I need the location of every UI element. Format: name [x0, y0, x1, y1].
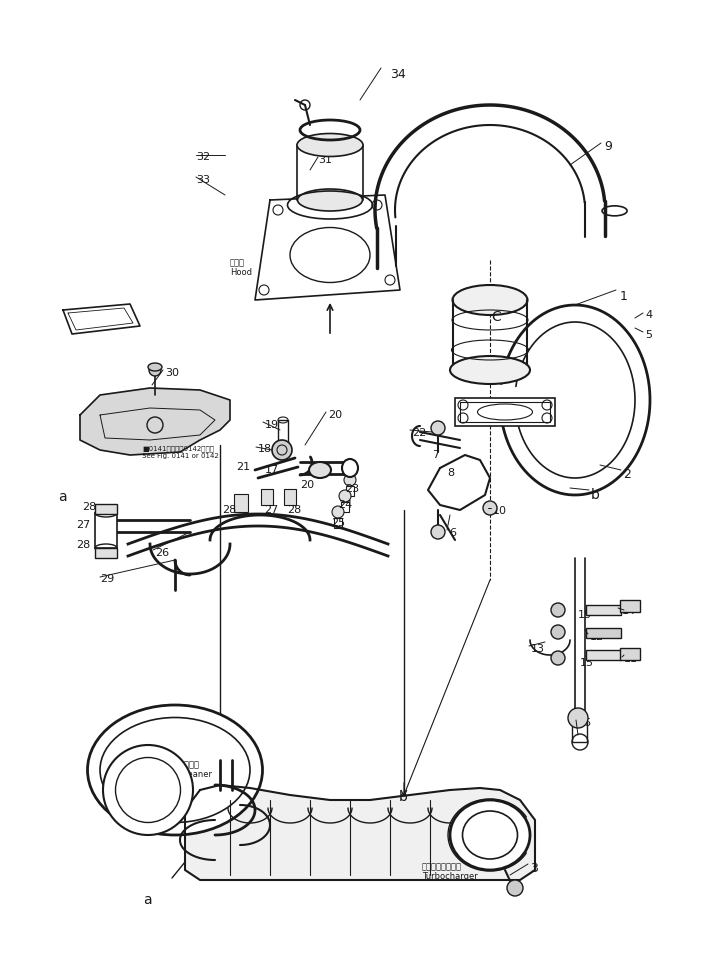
Circle shape [551, 651, 565, 665]
Ellipse shape [116, 758, 181, 822]
Circle shape [332, 506, 344, 518]
Text: 12: 12 [590, 632, 604, 642]
Ellipse shape [450, 356, 530, 384]
Text: 23: 23 [345, 484, 359, 494]
Circle shape [431, 421, 445, 435]
Text: 27: 27 [264, 505, 278, 515]
Text: 17: 17 [265, 465, 279, 475]
Ellipse shape [88, 705, 263, 835]
Bar [455, 398, 555, 426]
Text: 2: 2 [623, 468, 631, 481]
Text: 18: 18 [258, 444, 272, 454]
Ellipse shape [100, 717, 250, 822]
Ellipse shape [297, 134, 363, 157]
Bar [572, 722, 587, 742]
Bar [261, 489, 273, 505]
Text: 22: 22 [412, 428, 426, 438]
Text: 11: 11 [624, 654, 638, 664]
Text: フード
Hood: フード Hood [230, 258, 252, 277]
Bar [284, 489, 296, 505]
Circle shape [568, 708, 588, 728]
Text: FWD: FWD [75, 313, 107, 326]
Ellipse shape [450, 800, 530, 870]
Circle shape [507, 880, 523, 896]
Text: 20: 20 [328, 410, 342, 420]
Polygon shape [80, 388, 230, 455]
Text: 19: 19 [265, 420, 279, 430]
Ellipse shape [103, 745, 193, 835]
Text: 7: 7 [432, 450, 439, 460]
Text: b: b [399, 790, 408, 804]
Bar [334, 518, 342, 528]
Bar [95, 504, 117, 514]
Circle shape [339, 490, 351, 502]
Ellipse shape [148, 363, 162, 371]
Text: a: a [143, 893, 152, 907]
Text: 34: 34 [390, 68, 406, 81]
Text: 6: 6 [449, 528, 456, 538]
Bar [586, 650, 621, 660]
Text: ■0141図または0142図参照
See Fig. 0141 or 0142: ■0141図または0142図参照 See Fig. 0141 or 0142 [142, 445, 219, 458]
Ellipse shape [309, 462, 331, 478]
Text: 20: 20 [300, 480, 314, 490]
Bar [341, 502, 349, 512]
Text: a: a [58, 490, 66, 504]
Circle shape [551, 625, 565, 639]
Bar [346, 486, 354, 496]
Text: 14: 14 [622, 606, 636, 616]
Text: 24: 24 [338, 500, 352, 510]
Bar [620, 600, 640, 612]
Text: 33: 33 [196, 175, 210, 185]
Text: 8: 8 [447, 468, 454, 478]
Text: 15: 15 [578, 610, 592, 620]
Circle shape [431, 525, 445, 539]
Text: 27: 27 [76, 520, 90, 530]
Text: 3: 3 [530, 862, 538, 875]
Text: 26: 26 [155, 548, 169, 558]
Text: 16: 16 [578, 718, 592, 728]
Text: C: C [491, 310, 501, 324]
Text: 28: 28 [222, 505, 237, 515]
Text: 13: 13 [531, 644, 545, 654]
Bar [460, 402, 550, 422]
Bar [586, 605, 621, 615]
Text: ターボチャージャ
Turbocharger: ターボチャージャ Turbocharger [422, 862, 478, 881]
Circle shape [551, 603, 565, 617]
Text: 5: 5 [645, 330, 652, 340]
Ellipse shape [297, 189, 362, 211]
Circle shape [272, 440, 292, 460]
Bar [620, 648, 640, 660]
Text: b: b [591, 488, 600, 502]
Circle shape [483, 501, 497, 515]
Text: 32: 32 [196, 152, 210, 162]
Text: 28: 28 [287, 505, 301, 515]
Text: 9: 9 [604, 140, 612, 153]
Text: 10: 10 [493, 506, 507, 516]
Text: 25: 25 [331, 518, 345, 528]
Ellipse shape [453, 285, 527, 315]
Polygon shape [63, 304, 140, 334]
Text: 21: 21 [236, 462, 250, 472]
Polygon shape [185, 785, 535, 880]
Ellipse shape [462, 811, 517, 859]
Text: 31: 31 [318, 155, 332, 165]
Ellipse shape [342, 459, 358, 477]
Text: エアークリーナ
Air Cleaner: エアークリーナ Air Cleaner [165, 760, 212, 779]
Text: 28: 28 [82, 502, 96, 512]
Text: 15: 15 [580, 658, 594, 668]
Bar [234, 494, 248, 512]
Text: 4: 4 [645, 310, 652, 320]
Bar [278, 420, 288, 445]
Text: 29: 29 [100, 574, 114, 584]
Text: 30: 30 [165, 368, 179, 378]
Bar [95, 548, 117, 558]
Text: 28: 28 [76, 540, 90, 550]
Circle shape [149, 364, 161, 376]
Circle shape [344, 474, 356, 486]
Bar [586, 628, 621, 638]
Bar [95, 513, 117, 548]
Text: 1: 1 [620, 290, 628, 303]
